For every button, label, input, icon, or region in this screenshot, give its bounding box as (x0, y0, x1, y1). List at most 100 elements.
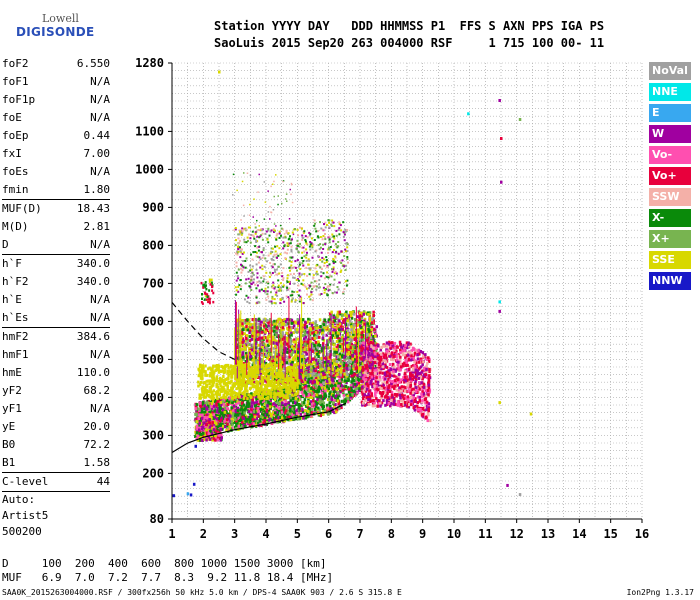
echo-dot (258, 397, 262, 401)
echo-dot (313, 336, 317, 340)
param-separator (2, 472, 110, 473)
echo-dot (242, 357, 245, 361)
param-name: hmE (2, 366, 22, 379)
echo-dot (340, 349, 343, 353)
echo-dot (273, 355, 276, 359)
echo-dot (303, 337, 306, 341)
echo-dot (322, 333, 325, 337)
param-name: fxI (2, 147, 22, 160)
echo-dot (323, 356, 327, 360)
echo-dot (307, 389, 310, 393)
echo-dot (331, 410, 335, 413)
echo-dot (372, 356, 375, 360)
echo-dot (241, 344, 245, 348)
echo-dot (283, 389, 286, 393)
echo-dot (310, 408, 314, 411)
echo-dot (224, 409, 227, 413)
echo-dot (290, 331, 293, 335)
echo-dot (250, 346, 253, 350)
echo-dot (308, 353, 312, 357)
echo-dot (305, 392, 308, 396)
x-tick-label: 10 (447, 527, 461, 541)
echo-dot (343, 400, 347, 404)
param-value: 72.2 (83, 438, 111, 451)
param-name: B1 (2, 456, 16, 469)
echo-dot (285, 337, 289, 341)
echo-dot (286, 319, 290, 323)
echo-dot (265, 408, 268, 412)
echo-dot (254, 404, 257, 408)
echo-dot (339, 343, 342, 347)
echo-dot (255, 326, 258, 330)
echo-dot (255, 400, 258, 404)
echo-dot (248, 339, 252, 343)
echo-dot (224, 418, 227, 422)
echo-dot (373, 329, 376, 333)
echo-dot (350, 380, 353, 384)
echo-dot (301, 370, 305, 374)
echo-dot (301, 346, 305, 350)
echo-dot (331, 359, 334, 363)
echo-dot (285, 376, 288, 380)
echo-dot (359, 337, 362, 341)
echo-dot (360, 312, 364, 316)
echo-dot (349, 319, 352, 323)
echo-dot (235, 359, 239, 363)
echo-dot (224, 404, 227, 408)
echo-dot (314, 344, 318, 348)
echo-dot (306, 320, 310, 324)
echo-dot (333, 350, 336, 354)
echo-dot (250, 337, 254, 341)
y-tick-label: 1100 (135, 124, 164, 138)
echo-dot (303, 326, 307, 330)
echo-dot (281, 398, 284, 402)
echo-dot (311, 337, 314, 341)
echo-dot (281, 326, 285, 330)
echo-dot (302, 416, 305, 420)
echo-dot (369, 336, 373, 340)
echo-dot (276, 358, 279, 362)
echo-dot (304, 372, 307, 376)
echo-dot (351, 354, 355, 357)
echo-dot (349, 346, 352, 350)
echo-dot (353, 372, 357, 376)
echo-dot (328, 392, 331, 396)
echo-dot (324, 388, 327, 392)
echo-dot (240, 347, 243, 351)
echo-dot (254, 361, 258, 365)
echo-dot (243, 319, 246, 322)
echo-dot (278, 348, 281, 352)
echo-dot (241, 340, 244, 344)
y-tick-label: 1000 (135, 162, 164, 176)
echo-dot (244, 347, 247, 351)
echo-dot (344, 336, 348, 340)
echo-dot (363, 317, 367, 321)
echo-dot (340, 360, 343, 364)
echo-dot (257, 343, 260, 347)
echo-dot (314, 324, 318, 328)
echo-dot (373, 327, 376, 331)
echo-dot (309, 365, 313, 369)
echo-dot (327, 395, 331, 399)
echo-dot (335, 331, 338, 335)
echo-dot (367, 327, 370, 331)
echo-dot (348, 337, 352, 341)
echo-dot (210, 406, 213, 410)
echo-dot (374, 349, 378, 353)
echo-dot (217, 408, 221, 412)
echo-dot (251, 318, 254, 321)
x-tick-label: 2 (200, 527, 207, 541)
echo-dot (346, 352, 349, 356)
echo-dot (269, 376, 272, 380)
echo-dot (227, 417, 230, 421)
echo-dot (331, 321, 334, 325)
echo-dot (275, 331, 278, 335)
echo-dot (263, 379, 266, 383)
echo-dot (328, 391, 332, 395)
echo-dot (350, 331, 354, 334)
echo-dot (346, 349, 349, 353)
echo-dot (256, 358, 259, 362)
echo-dot (335, 379, 339, 383)
param-row: foF1p N/A (2, 91, 110, 109)
echo-dot (236, 411, 239, 415)
